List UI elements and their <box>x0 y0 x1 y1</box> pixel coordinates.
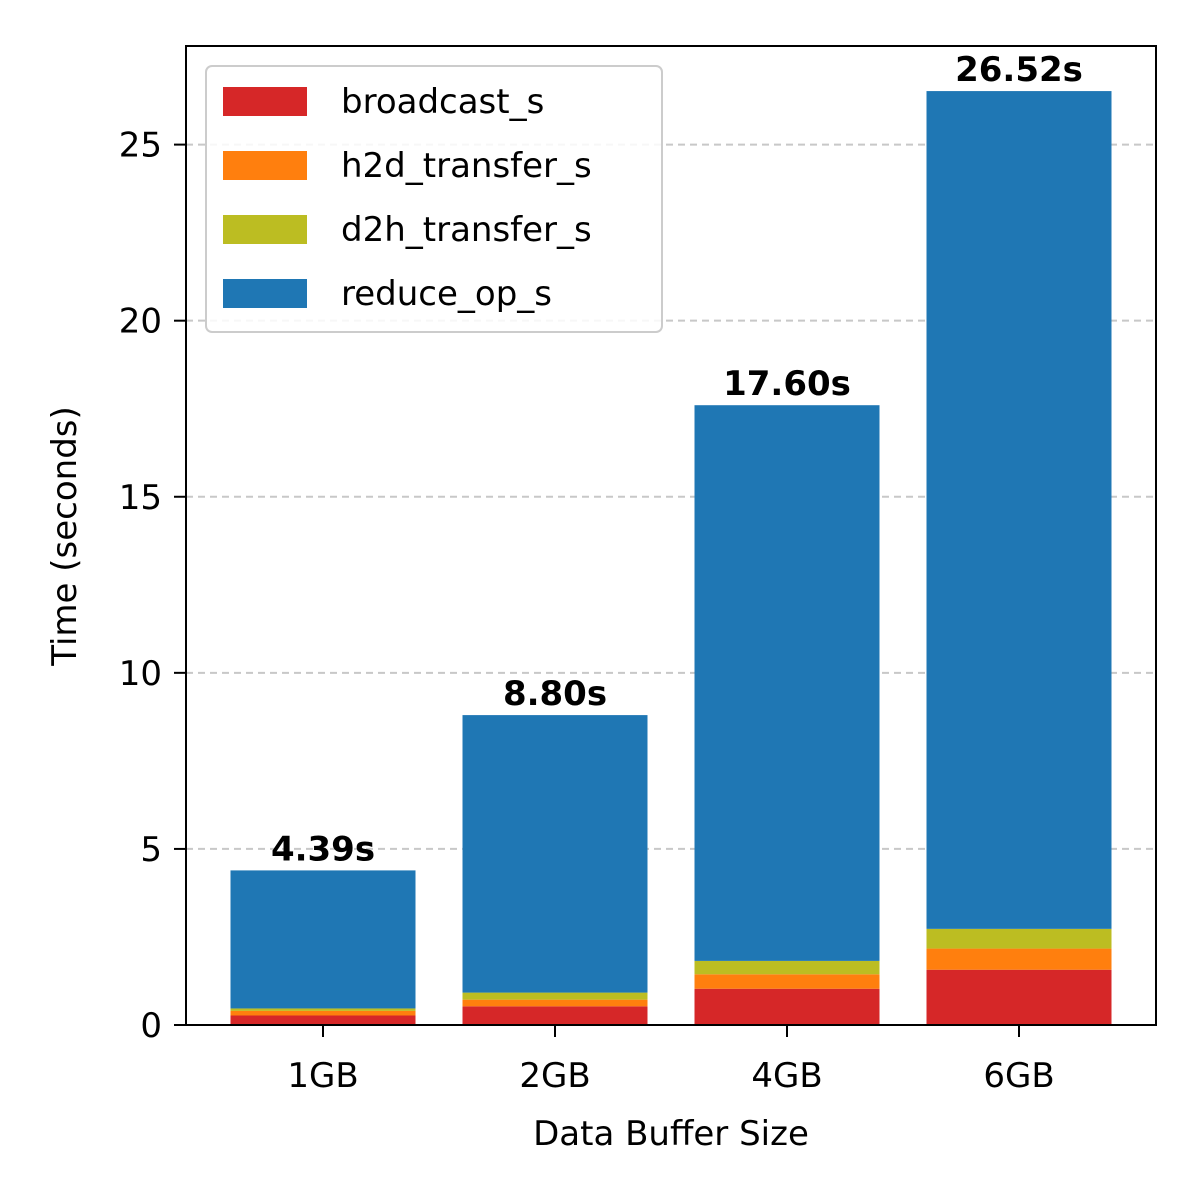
legend-swatch <box>223 151 307 180</box>
x-tick-label: 6GB <box>983 1056 1054 1096</box>
bar-segment-broadcast_s <box>694 988 880 1025</box>
bar-segment-broadcast_s <box>926 969 1112 1025</box>
totals-layer: 4.39s 8.80s 17.60s 26.52s <box>271 50 1083 869</box>
y-tick-label: 10 <box>119 654 162 694</box>
legend-swatch <box>223 215 307 244</box>
bar-total-label: 26.52s <box>955 50 1083 90</box>
bar-segment-reduce_op_s <box>926 91 1112 929</box>
bar-total-label: 17.60s <box>723 364 851 404</box>
x-axis: 1GB 2GB 4GB 6GB <box>287 1025 1055 1096</box>
bar-segment-reduce_op_s <box>230 870 416 1009</box>
bars-layer <box>230 91 1112 1025</box>
x-tick-label: 2GB <box>519 1056 590 1096</box>
bar-segment-h2d_transfer_s <box>694 974 880 989</box>
legend-label: reduce_op_s <box>341 274 552 314</box>
x-axis-title: Data Buffer Size <box>533 1114 809 1154</box>
legend: broadcast_s h2d_transfer_s d2h_transfer_sr… <box>205 65 663 333</box>
bar-segment-d2h_transfer_s <box>926 928 1112 949</box>
legend-label: h2d_transfer_s <box>341 146 592 186</box>
bar-segment-reduce_op_s <box>694 405 880 961</box>
bar-segment-h2d_transfer_s <box>230 1010 416 1016</box>
bar-segment-h2d_transfer_s <box>462 999 648 1007</box>
bar-segment-broadcast_s <box>462 1006 648 1025</box>
legend-swatch <box>223 87 307 116</box>
x-tick-label: 1GB <box>287 1056 358 1096</box>
y-axis: 0 5 10 15 20 25 <box>119 126 186 1046</box>
bar-segment-broadcast_s <box>230 1015 416 1025</box>
y-axis-title: Time (seconds) <box>45 406 85 667</box>
bar-segment-h2d_transfer_s <box>926 948 1112 970</box>
bar-segment-d2h_transfer_s <box>230 1008 416 1011</box>
bar-total-label: 4.39s <box>271 829 375 869</box>
y-tick-label: 5 <box>140 830 162 870</box>
y-tick-label: 15 <box>119 478 162 518</box>
bar-total-label: 8.80s <box>503 674 607 714</box>
y-tick-label: 25 <box>119 126 162 166</box>
bar-segment-reduce_op_s <box>462 715 648 993</box>
x-tick-label: 4GB <box>751 1056 822 1096</box>
legend-swatch <box>223 279 307 308</box>
bar-segment-d2h_transfer_s <box>462 992 648 1000</box>
bar-segment-d2h_transfer_s <box>694 960 880 975</box>
legend-label: d2h_transfer_s <box>341 210 592 250</box>
y-tick-label: 0 <box>140 1006 162 1046</box>
y-tick-label: 20 <box>119 302 162 342</box>
plot-frame <box>185 45 1157 1026</box>
legend-label: broadcast_s <box>341 82 544 122</box>
legend-box <box>205 65 663 333</box>
